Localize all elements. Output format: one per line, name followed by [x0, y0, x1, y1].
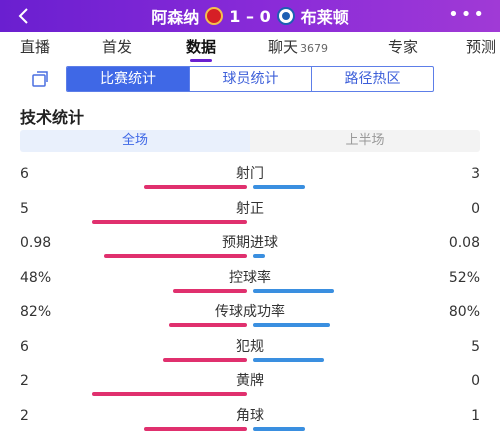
more-options-icon[interactable]: ••• [448, 4, 486, 25]
stat-label: 角球 [236, 407, 264, 424]
stat-row: 82% 传球成功率 80% [0, 304, 500, 338]
stat-away-bar [253, 288, 334, 293]
stat-home-bar [169, 323, 247, 327]
tab-experts[interactable]: 专家 [388, 38, 419, 56]
share-icon[interactable] [30, 69, 50, 89]
period-first-half[interactable]: 上半场 [250, 130, 480, 152]
section-title: 技术统计 [20, 108, 85, 127]
stat-home-value: 6 [20, 338, 29, 355]
tab-chat[interactable]: 聊天 3679 [268, 36, 328, 57]
stat-away-value: 80% [448, 304, 480, 320]
tab-prediction[interactable]: 预测 [466, 38, 497, 56]
stat-home-value: 2 [20, 373, 29, 389]
back-arrow-icon[interactable] [14, 6, 34, 26]
tab-data[interactable]: 数据 [186, 38, 217, 56]
subtab-match-stats[interactable]: 比赛统计 [67, 67, 189, 91]
stat-row: 0.98 预期进球 0.08 [0, 235, 500, 269]
arsenal-crest-icon [205, 7, 224, 25]
stat-away-bar [253, 185, 305, 189]
stats-subnav: 比赛统计 球员统计 路径热区 [0, 64, 500, 94]
stat-label: 射正 [236, 200, 264, 217]
stat-label: 预期进球 [222, 235, 278, 251]
stat-home-bar [144, 426, 247, 431]
period-toggle: 全场 上半场 [20, 130, 480, 152]
tab-chat-label: 聊天 [268, 38, 299, 56]
stat-away-value: 0 [471, 200, 480, 217]
match-tabs: 直播 首发 数据 聊天 3679 专家 预测 [0, 32, 500, 62]
stat-row: 2 黄牌 0 [0, 373, 500, 407]
stat-home-value: 82% [20, 304, 52, 320]
stat-away-value: 52% [448, 269, 480, 286]
home-team-name: 阿森纳 [151, 8, 200, 27]
stat-row: 2 角球 1 [0, 408, 500, 440]
tab-live[interactable]: 直播 [20, 38, 51, 56]
stat-row: 48% 控球率 52% [0, 270, 500, 304]
stat-home-bar [144, 185, 247, 189]
stat-home-value: 48% [20, 269, 52, 286]
stat-label: 犯规 [236, 338, 264, 355]
tab-lineup[interactable]: 首发 [102, 38, 133, 56]
subtab-player-stats[interactable]: 球员统计 [189, 67, 311, 91]
stat-home-bar [173, 288, 247, 293]
stat-away-bar [253, 357, 324, 362]
period-full-match[interactable]: 全场 [20, 130, 250, 152]
stat-away-value: 3 [471, 166, 480, 182]
stat-home-value: 0.98 [20, 235, 52, 251]
stat-away-bar [253, 254, 265, 258]
stat-home-value: 2 [20, 407, 29, 424]
stat-home-bar [104, 254, 247, 258]
stat-home-value: 5 [20, 200, 29, 217]
stat-row: 6 犯规 5 [0, 339, 500, 373]
chat-count: 3679 [300, 42, 329, 55]
stat-away-bar [253, 323, 330, 327]
match-header: 阿森纳 1 – 0 布莱顿 ••• [0, 0, 500, 32]
stat-home-bar [92, 219, 247, 224]
stat-label: 射门 [236, 166, 264, 182]
stats-subtabs: 比赛统计 球员统计 路径热区 [66, 66, 434, 92]
brighton-crest-icon [276, 7, 295, 25]
match-score: 1 – 0 [229, 6, 271, 26]
stat-away-value: 0 [471, 373, 480, 389]
stat-home-bar [163, 357, 247, 362]
stat-home-bar [92, 392, 247, 396]
stat-row: 6 射门 3 [0, 166, 500, 200]
stat-home-value: 6 [20, 166, 29, 182]
stat-label: 黄牌 [236, 373, 264, 389]
subtab-heatmap[interactable]: 路径热区 [311, 67, 433, 91]
scoreline: 阿森纳 1 – 0 布莱顿 [120, 0, 380, 32]
stat-label: 传球成功率 [215, 304, 285, 320]
stat-row: 5 射正 0 [0, 201, 500, 235]
stat-label: 控球率 [229, 269, 271, 286]
stat-away-value: 5 [471, 338, 480, 355]
away-team-name: 布莱顿 [300, 8, 349, 27]
stat-away-value: 0.08 [448, 235, 480, 251]
stat-away-value: 1 [471, 407, 480, 424]
stat-away-bar [253, 426, 305, 431]
